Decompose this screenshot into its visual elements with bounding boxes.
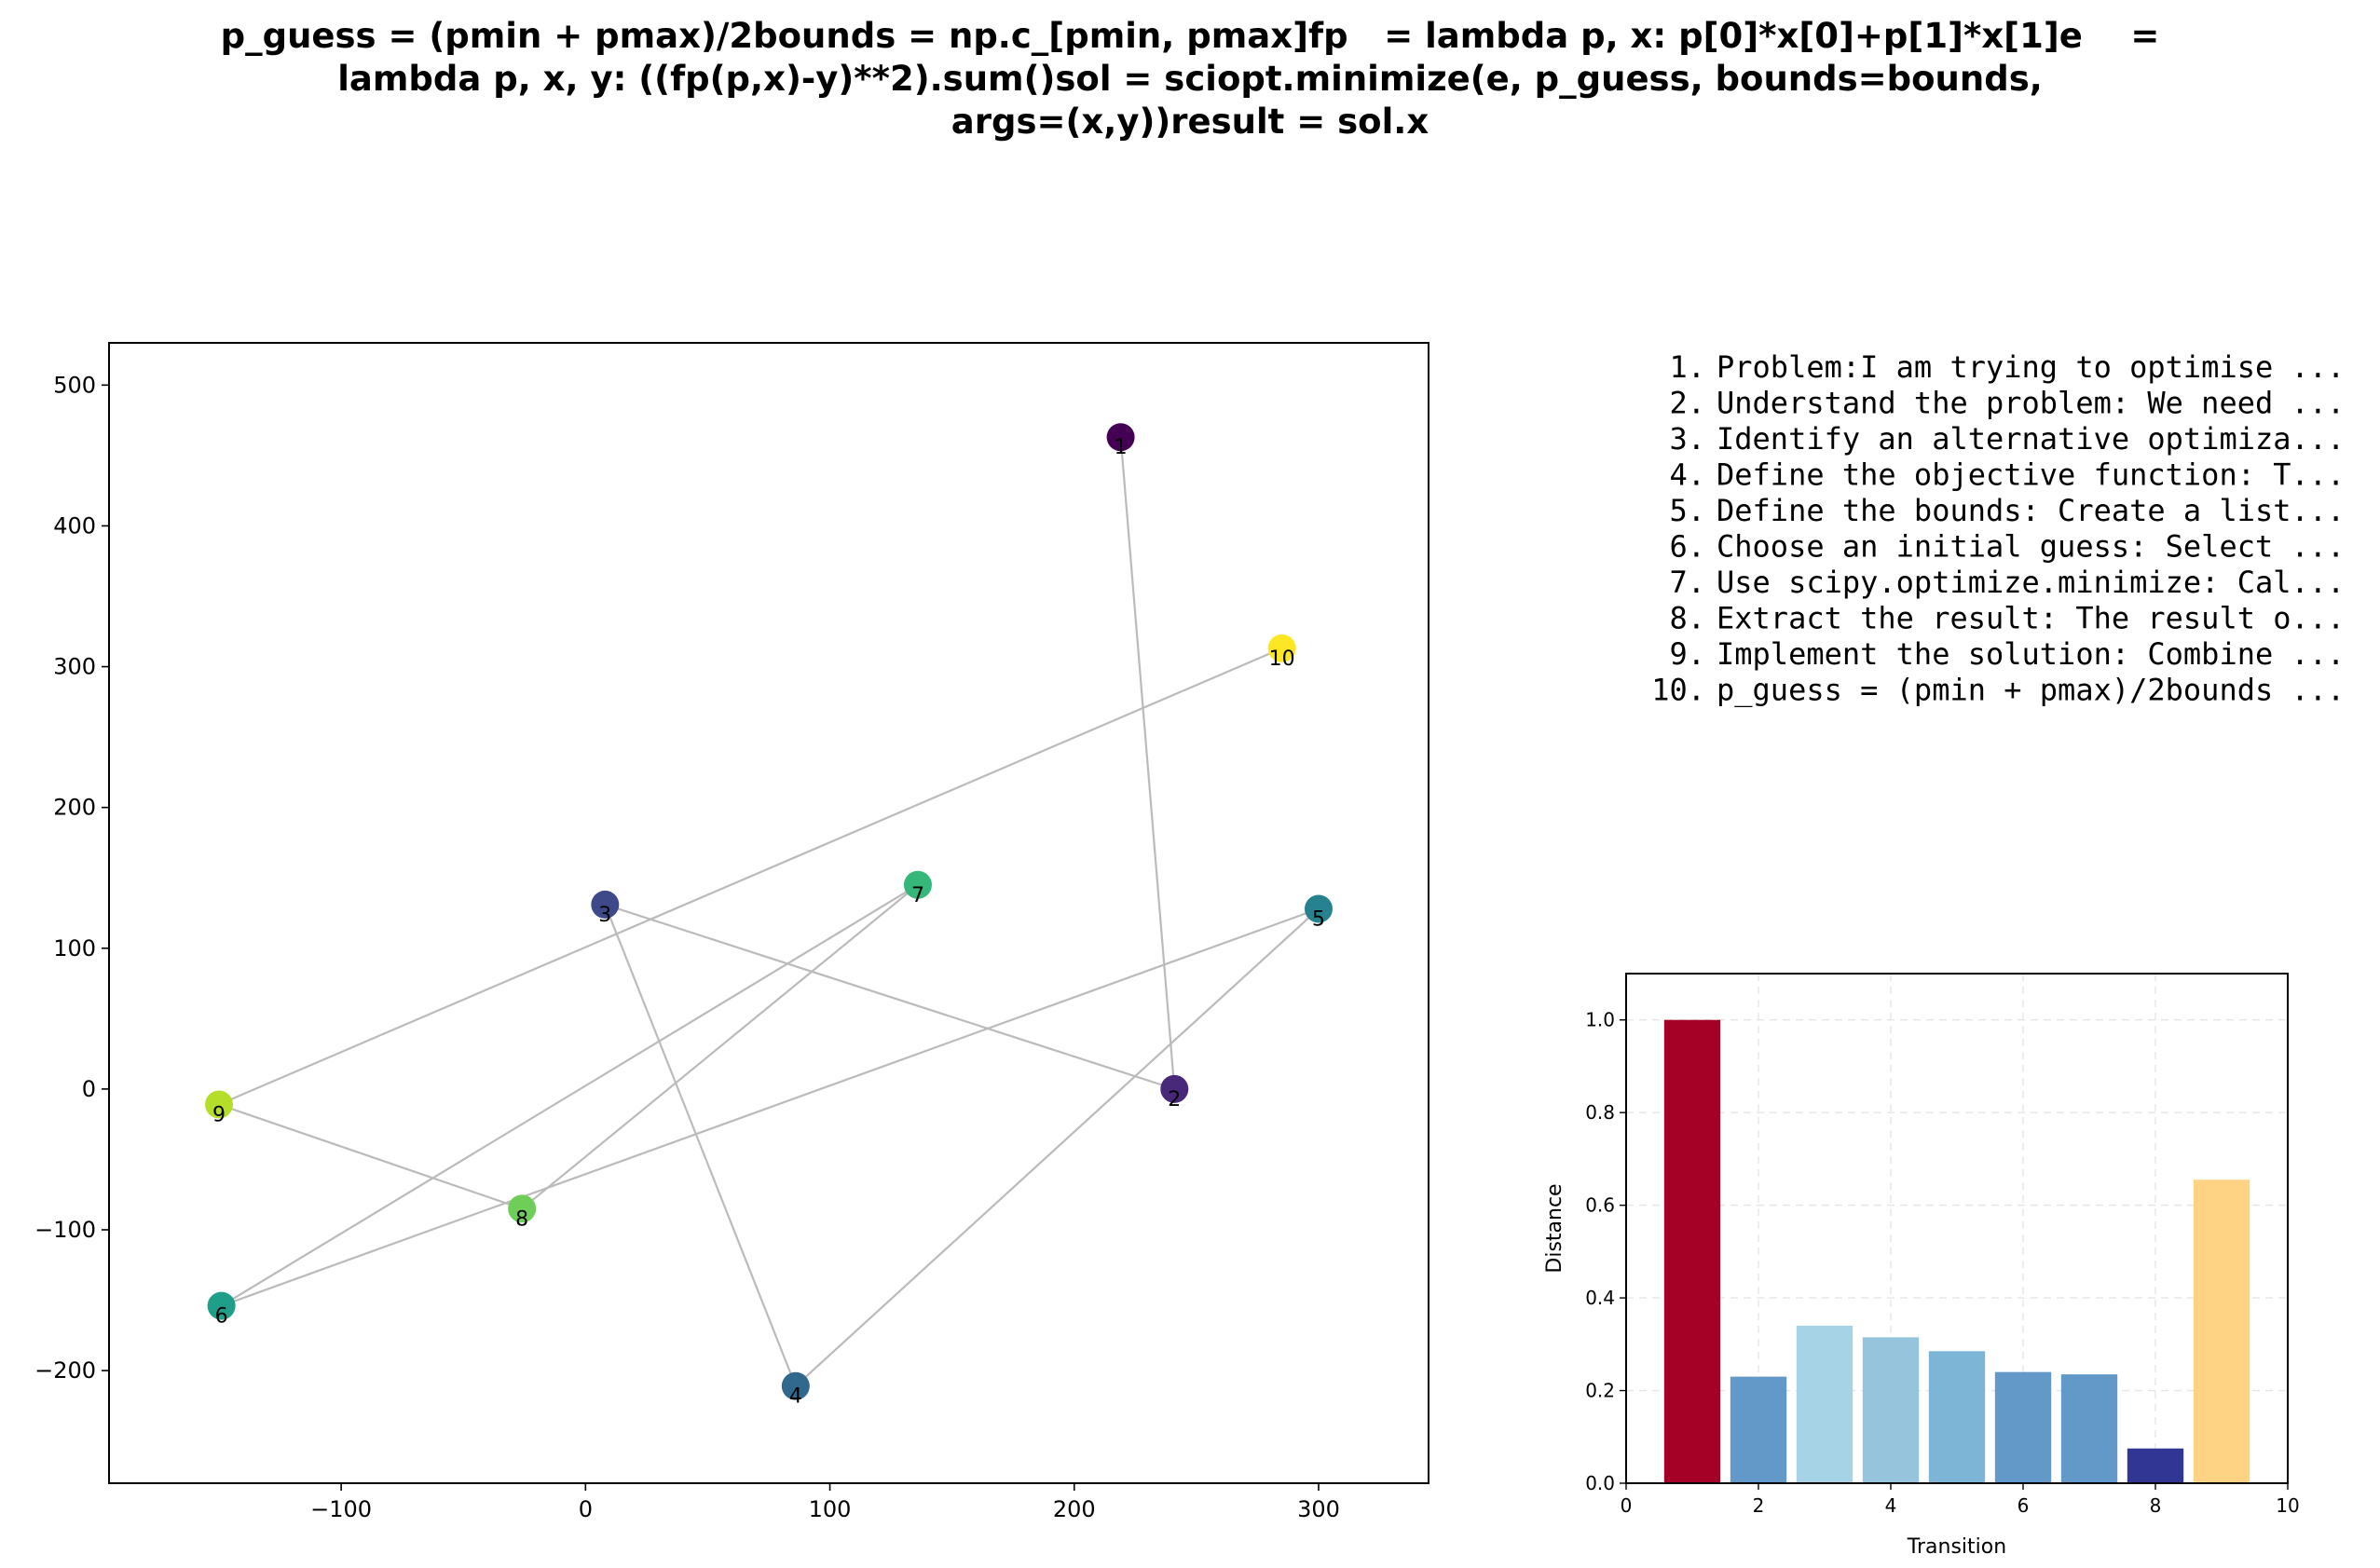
x-tick-label: 200 (1053, 1496, 1096, 1522)
bar-y-tick-label: 0.2 (1585, 1380, 1615, 1402)
path-segment-5-6 (221, 907, 1320, 1307)
step-text-5: Define the bounds: Create a list... (1717, 493, 2345, 528)
step-text-1: Problem:I am trying to optimise ... (1717, 349, 2345, 385)
path-segment-6-7 (221, 883, 919, 1307)
scatter-point-3 (591, 890, 620, 919)
point-label-6: 6 (215, 1305, 228, 1329)
point-label-5: 5 (1312, 907, 1325, 931)
bar-x-axis-label: Transition (1907, 1535, 2006, 1559)
title-line-1: p_guess = (pmin + pmax)/2bounds = np.c_[… (220, 16, 2160, 56)
step-number-7: 7. (1669, 565, 1705, 600)
bar-y-tick-label: 0.4 (1585, 1287, 1615, 1309)
path-segment-1-2 (1119, 437, 1176, 1089)
step-number-2: 2. (1669, 386, 1705, 421)
scatter-point-8 (508, 1194, 537, 1223)
step-text-7: Use scipy.optimize.minimize: Cal... (1717, 565, 2345, 600)
bar-x-tick-label: 2 (1753, 1494, 1765, 1517)
scatter-point-7 (903, 870, 932, 899)
title-line-2: lambda p, x, y: ((fp(p,x)-y)**2).sum()so… (337, 59, 2043, 99)
scatter-point-6 (207, 1291, 236, 1320)
step-number-6: 6. (1669, 529, 1705, 565)
point-label-7: 7 (911, 884, 924, 907)
step-number-10: 10. (1651, 673, 1705, 708)
bar-x-tick-label: 6 (2018, 1494, 2030, 1517)
bar-transition-3 (1796, 1325, 1853, 1483)
y-tick-label: 300 (53, 654, 96, 680)
bar-x-tick-label: 8 (2150, 1494, 2162, 1517)
point-label-4: 4 (789, 1385, 802, 1409)
point-label-8: 8 (515, 1207, 528, 1231)
bar-y-tick-label: 0.0 (1585, 1472, 1615, 1494)
bar-frame (1625, 973, 2289, 1484)
path-segment-2-3 (604, 903, 1175, 1090)
point-label-1: 1 (1115, 436, 1128, 459)
x-tick-label: 300 (1297, 1496, 1340, 1522)
x-tick-label: 100 (809, 1496, 852, 1522)
scatter-plot: 1 2 3 4 5 6 7 8 9 10 −100 0 100 200 300 −200 −100 0 100 200… (34, 342, 1429, 1522)
scatter-frame (108, 342, 1429, 1484)
step-number-1: 1. (1669, 349, 1705, 385)
y-tick-label: 0 (82, 1076, 96, 1102)
point-label-2: 2 (1168, 1088, 1181, 1111)
bar-transition-6 (1994, 1371, 2052, 1483)
y-tick-label: 200 (53, 795, 96, 821)
step-text-3: Identify an alternative optimiza... (1717, 421, 2345, 457)
bar-transition-5 (1928, 1351, 1986, 1483)
step-number-5: 5. (1669, 493, 1705, 528)
x-tick-label: −100 (310, 1496, 372, 1522)
step-number-4: 4. (1669, 457, 1705, 493)
scatter-point-4 (781, 1371, 810, 1400)
scatter-point-10 (1267, 634, 1296, 662)
bar-x-tick-label: 10 (2276, 1494, 2299, 1517)
point-label-10: 10 (1269, 648, 1295, 671)
bar-plot: 0 2 4 6 8 10 0.0 0.2 0.4 0.6 0.8 1.0 Transition Dista… (1543, 973, 2300, 1559)
bar-transition-2 (1730, 1376, 1787, 1483)
step-text-10: p_guess = (pmin + pmax)/2bounds ... (1717, 673, 2345, 708)
step-text-4: Define the objective function: T... (1717, 457, 2345, 493)
step-number-3: 3. (1669, 421, 1705, 457)
bar-y-tick-label: 0.8 (1585, 1101, 1615, 1124)
point-label-9: 9 (212, 1104, 226, 1127)
step-text-9: Implement the solution: Combine ... (1717, 636, 2345, 672)
bar-x-tick-label: 4 (1885, 1494, 1897, 1517)
bar-transition-9 (2193, 1179, 2250, 1483)
y-tick-label: 100 (53, 935, 96, 961)
figure-title: p_guess = (pmin + pmax)/2bounds = np.c_[… (0, 15, 2380, 143)
step-number-9: 9. (1669, 636, 1705, 672)
scatter-path (218, 437, 1320, 1387)
point-label-3: 3 (598, 904, 611, 927)
bar-y-tick-label: 1.0 (1585, 1009, 1615, 1031)
bar-y-axis-label: Distance (1543, 1183, 1566, 1273)
path-segment-7-8 (521, 883, 919, 1210)
scatter-point-5 (1305, 894, 1333, 923)
y-tick-label: 500 (53, 372, 96, 398)
step-text-8: Extract the result: The result o... (1717, 601, 2345, 636)
step-text-6: Choose an initial guess: Select ... (1717, 529, 2345, 565)
bar-x-tick-label: 0 (1621, 1494, 1633, 1517)
bar-transition-7 (2060, 1374, 2118, 1483)
title-line-3: args=(x,y))result = sol.x (951, 102, 1429, 142)
scatter-point-2 (1160, 1074, 1189, 1103)
scatter-point-9 (205, 1090, 233, 1119)
path-segment-4-5 (795, 907, 1320, 1387)
y-tick-label: 400 (53, 512, 96, 539)
bar-transition-1 (1663, 1019, 1721, 1483)
steps-list: 1. Problem:I am trying to optimise ... 2. U… (1651, 349, 2345, 708)
path-segment-9-10 (218, 647, 1283, 1106)
bar-y-tick-label: 0.6 (1585, 1194, 1615, 1217)
bar-transition-4 (1862, 1337, 1920, 1483)
path-segment-8-9 (218, 1103, 523, 1210)
y-tick-label: −200 (34, 1357, 96, 1384)
y-tick-label: −100 (34, 1217, 96, 1243)
bar-transition-8 (2127, 1448, 2184, 1483)
step-number-8: 8. (1669, 601, 1705, 636)
x-tick-label: 0 (579, 1496, 593, 1522)
scatter-point-1 (1106, 423, 1135, 452)
step-text-2: Understand the problem: We need ... (1717, 386, 2345, 421)
path-segment-3-4 (604, 904, 797, 1387)
